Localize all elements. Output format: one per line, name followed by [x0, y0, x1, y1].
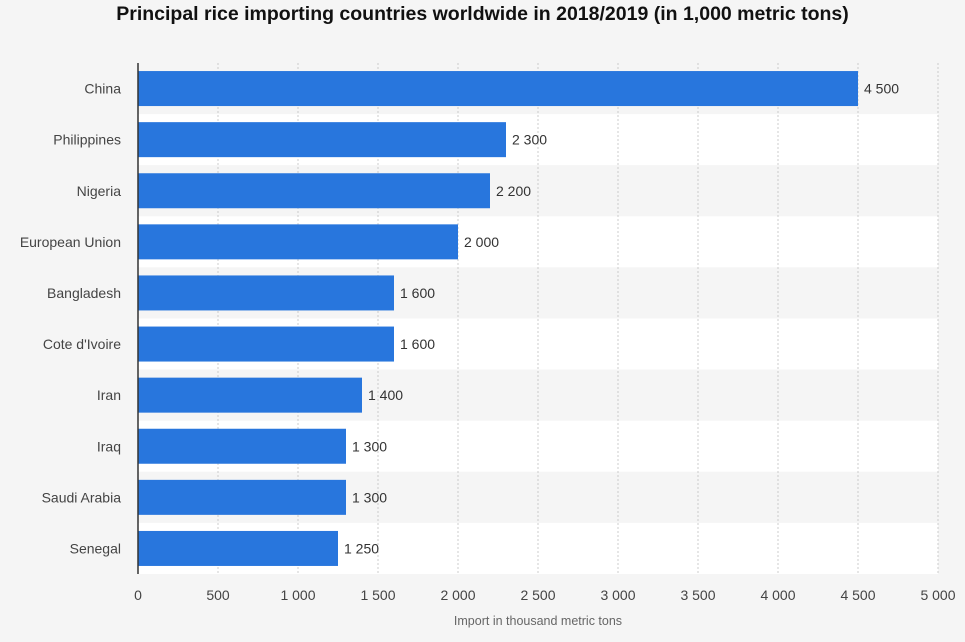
- x-tick-label: 3 500: [680, 587, 715, 603]
- x-tick-label: 4 500: [840, 587, 875, 603]
- bar: [138, 224, 458, 260]
- data-labels: 4 500 2 300 2 200 2 000 1 600 1 600 1 400 1 300…: [344, 81, 899, 557]
- bar: [138, 479, 346, 515]
- category-label: Iran: [97, 387, 121, 403]
- x-tick-label: 1 000: [280, 587, 315, 603]
- x-tick-label: 4 000: [760, 587, 795, 603]
- x-tick-label: 2 000: [440, 587, 475, 603]
- data-label: 1 250: [344, 540, 379, 556]
- chart-title: Principal rice importing countries world…: [116, 3, 849, 25]
- category-label: Philippines: [53, 132, 121, 148]
- data-label: 2 000: [464, 234, 499, 250]
- bar: [138, 122, 506, 158]
- data-label: 1 300: [352, 438, 387, 454]
- bar: [138, 275, 394, 311]
- category-labels: China Philippines Nigeria European Union Ban…: [20, 81, 121, 557]
- x-tick-labels: 0 500 1 000 1 500 2 000 2 500 3 000 3 500 4 000 4…: [134, 587, 956, 603]
- bar: [138, 173, 490, 209]
- category-label: Iraq: [97, 438, 121, 454]
- x-tick-label: 3 000: [600, 587, 635, 603]
- category-label: Senegal: [70, 540, 121, 556]
- data-label: 1 600: [400, 285, 435, 301]
- x-tick-label: 500: [206, 587, 230, 603]
- bar: [138, 71, 858, 107]
- data-label: 4 500: [864, 81, 899, 97]
- data-label: 1 300: [352, 489, 387, 505]
- category-label: Nigeria: [77, 183, 122, 199]
- bars: [138, 71, 858, 566]
- category-label: European Union: [20, 234, 121, 250]
- data-label: 1 400: [368, 387, 403, 403]
- data-label: 2 200: [496, 183, 531, 199]
- data-label: 1 600: [400, 336, 435, 352]
- bar: [138, 377, 362, 413]
- category-label: China: [84, 81, 121, 97]
- x-tick-label: 2 500: [520, 587, 555, 603]
- x-tick-label: 0: [134, 587, 142, 603]
- bar: [138, 428, 346, 464]
- bar: [138, 326, 394, 362]
- bar: [138, 530, 338, 566]
- category-label: Cote d'Ivoire: [43, 336, 121, 352]
- x-axis-title: Import in thousand metric tons: [454, 614, 622, 628]
- category-label: Bangladesh: [47, 285, 121, 301]
- category-label: Saudi Arabia: [42, 489, 122, 505]
- x-tick-label: 5 000: [920, 587, 955, 603]
- x-tick-label: 1 500: [360, 587, 395, 603]
- data-label: 2 300: [512, 132, 547, 148]
